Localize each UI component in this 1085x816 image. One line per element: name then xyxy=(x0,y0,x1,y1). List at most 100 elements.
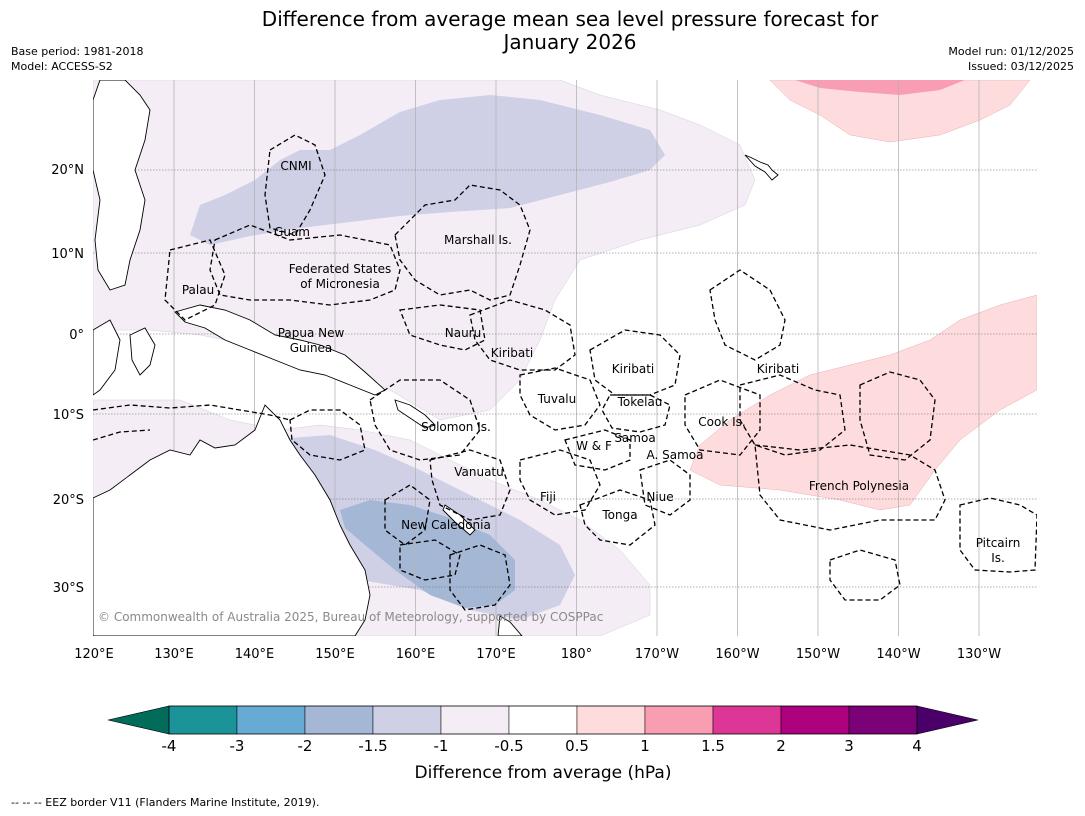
colorbar-segment xyxy=(372,705,442,735)
lat-label-30s: 30°S xyxy=(53,581,84,596)
lat-label-20s: 20°S xyxy=(53,493,84,508)
place-label-kiribati-central: Kiribati xyxy=(612,362,654,376)
colorbar-tick-label: -3 xyxy=(230,737,245,755)
place-label-kiribati-east: Kiribati xyxy=(757,362,799,376)
place-label-fsm-2: of Micronesia xyxy=(300,277,380,291)
colorbar-tick-label: 1.5 xyxy=(701,737,725,755)
place-label-niue: Niue xyxy=(646,490,673,504)
title-line-2: January 2026 xyxy=(503,30,637,54)
colorbar-segment xyxy=(236,705,306,735)
borneo-coast xyxy=(93,319,121,396)
lon-label-150e: 150°E xyxy=(315,647,355,662)
colorbar-extend-over xyxy=(916,705,979,735)
place-label-fiji: Fiji xyxy=(540,490,556,504)
lon-label-180: 180° xyxy=(561,647,592,662)
lon-label-130e: 130°E xyxy=(154,647,194,662)
colorbar-segment xyxy=(440,705,510,735)
colorbar-segment xyxy=(168,705,238,735)
run-info: Model run: 01/12/2025 Issued: 03/12/2025 xyxy=(948,44,1074,74)
place-label-american-samoa: A. Samoa xyxy=(647,448,704,462)
base-info: Base period: 1981-2018 Model: ACCESS-S2 xyxy=(11,44,143,74)
map-area xyxy=(93,80,1037,636)
place-label-png-1: Papua New xyxy=(278,326,345,340)
place-label-solomon: Solomon Is. xyxy=(421,420,491,434)
place-label-png-2: Guinea xyxy=(290,341,333,355)
coastlines xyxy=(93,80,779,636)
colorbar-segment xyxy=(644,705,714,735)
lat-axis: 20°N 10°N 0° 10°S 20°S 30°S xyxy=(51,163,84,596)
place-label-vanuatu: Vanuatu xyxy=(454,465,504,479)
place-label-wallis-futuna: W & F xyxy=(576,439,612,453)
colorbar-tick-label: 2 xyxy=(776,737,786,755)
place-label-new-caledonia: New Caledonia xyxy=(401,518,491,532)
lat-label-10n: 10°N xyxy=(51,247,84,262)
colorbar-segment xyxy=(508,705,578,735)
colorbar-segment xyxy=(780,705,850,735)
place-label-nauru: Nauru xyxy=(445,326,481,340)
place-label-cook: Cook Is. xyxy=(698,415,745,429)
colorbar-tick-label: 1 xyxy=(640,737,650,755)
colorbar-segment xyxy=(304,705,374,735)
lat-label-0: 0° xyxy=(69,328,84,343)
colorbar: -4 -3 -2 -1.5 -1 -0.5 0.5 1 1.5 2 3 4 Difference fr… xyxy=(107,705,979,783)
map-title: Difference from average mean sea level p… xyxy=(0,8,1085,54)
colorbar-extend-under xyxy=(107,705,170,735)
colorbar-tick-label: -0.5 xyxy=(494,737,523,755)
colorbar-tick-labels: -4 -3 -2 -1.5 -1 -0.5 0.5 1 1.5 2 3 4 xyxy=(162,737,922,755)
sulawesi-coast xyxy=(129,327,156,376)
lon-label-140w: 140°W xyxy=(876,647,920,662)
lon-label-170e: 170°E xyxy=(476,647,516,662)
lon-axis: 120°E 130°E 140°E 150°E 160°E 170°E 180°… xyxy=(74,647,1001,662)
place-label-pitcairn-1: Pitcairn xyxy=(976,536,1021,550)
lat-label-10s: 10°S xyxy=(53,408,84,423)
place-label-cnmi: CNMI xyxy=(280,159,311,173)
anomaly-region-light-pink-north xyxy=(769,80,1031,143)
model-text: Model: ACCESS-S2 xyxy=(11,60,113,73)
lon-label-150w: 150°W xyxy=(796,647,840,662)
eez-borders xyxy=(93,134,1037,611)
place-label-marshall: Marshall Is. xyxy=(444,233,512,247)
colorbar-tick-label: -1.5 xyxy=(358,737,387,755)
place-label-tuvalu: Tuvalu xyxy=(537,392,577,406)
lat-label-20n: 20°N xyxy=(51,163,84,178)
copyright-text: © Commonwealth of Australia 2025, Bureau… xyxy=(98,610,603,624)
philippines-coast xyxy=(93,80,151,291)
title-line-1: Difference from average mean sea level p… xyxy=(261,7,879,31)
place-label-pitcairn-2: Is. xyxy=(991,551,1005,565)
issued-text: Issued: 03/12/2025 xyxy=(967,60,1074,73)
eez-footnote: -- -- -- EEZ border V11 (Flanders Marine… xyxy=(11,796,320,809)
place-label-tokelau: Tokelau xyxy=(617,395,663,409)
colorbar-segment xyxy=(848,705,918,735)
colorbar-segment xyxy=(576,705,646,735)
lon-label-120e: 120°E xyxy=(74,647,114,662)
colorbar-tick-label: -4 xyxy=(162,737,177,755)
hawaii-islands xyxy=(744,154,779,181)
place-label-fsm-1: Federated States xyxy=(289,262,391,276)
lon-label-130w: 130°W xyxy=(957,647,1001,662)
new-zealand-coast xyxy=(497,615,523,636)
lon-label-170w: 170°W xyxy=(635,647,679,662)
colorbar-segments xyxy=(168,705,918,735)
anomaly-region-light-pink-east xyxy=(689,294,1037,511)
colorbar-outline xyxy=(168,705,918,735)
colorbar-tick-label: 0.5 xyxy=(565,737,589,755)
solomon-islands-coast xyxy=(394,399,436,429)
place-label-samoa: Samoa xyxy=(614,431,655,445)
anomaly-region-blue-grey-south xyxy=(340,500,515,608)
place-labels: CNMI Guam Marshall Is. Federated States … xyxy=(182,159,1020,565)
place-label-guam: Guam xyxy=(274,225,310,239)
colorbar-segment xyxy=(712,705,782,735)
colorbar-tick-label: 4 xyxy=(912,737,922,755)
lon-label-160w: 160°W xyxy=(715,647,759,662)
lon-label-140e: 140°E xyxy=(235,647,275,662)
place-label-tonga: Tonga xyxy=(601,508,637,522)
place-label-kiribati-west: Kiribati xyxy=(491,346,533,360)
colorbar-tick-label: -1 xyxy=(434,737,449,755)
place-label-palau: Palau xyxy=(182,283,214,297)
colorbar-tick-label: -2 xyxy=(298,737,313,755)
place-label-french-polynesia: French Polynesia xyxy=(809,479,909,493)
lon-label-160e: 160°E xyxy=(396,647,436,662)
colorbar-title: Difference from average (hPa) xyxy=(415,763,672,783)
model-run-text: Model run: 01/12/2025 xyxy=(948,45,1074,58)
